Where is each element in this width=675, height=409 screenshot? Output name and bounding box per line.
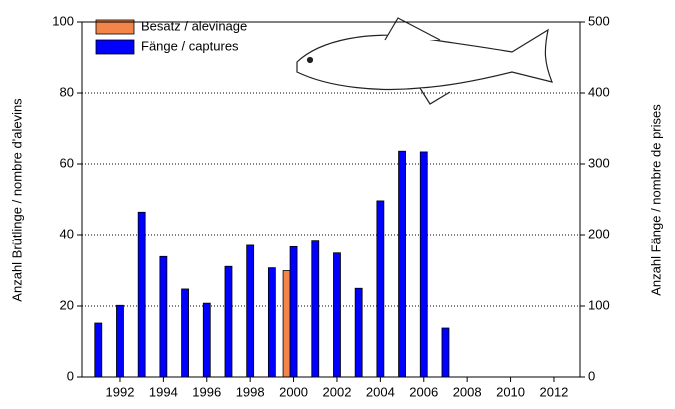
- bar: [94, 322, 103, 378]
- y-axis-label: Anzahl Brütlinge / nombre d'alevins: [9, 98, 24, 302]
- legend-label: Fänge / captures: [141, 38, 239, 53]
- y-tick-label: 100: [52, 13, 74, 28]
- fish-illustration: [296, 17, 553, 105]
- bar: [376, 200, 385, 378]
- y-tick-label: 20: [60, 297, 74, 312]
- bar: [398, 150, 406, 378]
- y-tick-label: 60: [60, 155, 74, 170]
- y2-tick-label: 200: [588, 226, 610, 241]
- y-tick-label: 80: [60, 84, 74, 99]
- y2-tick-label: 0: [588, 368, 595, 383]
- bar: [282, 270, 291, 378]
- x-tick-label: 1996: [192, 384, 221, 399]
- x-tick-label: 2010: [496, 384, 525, 399]
- bar: [137, 211, 146, 378]
- y2-axis-label: Anzahl Fänge / nombre de prises: [648, 104, 663, 296]
- x-tick-label: 2008: [453, 384, 482, 399]
- x-tick-label: 2002: [323, 384, 352, 399]
- x-tick-label: 1992: [106, 384, 135, 399]
- y-tick-label: 40: [60, 226, 74, 241]
- bar: [246, 244, 255, 378]
- y2-tick-label: 500: [588, 13, 610, 28]
- bar: [181, 288, 189, 378]
- bar: [116, 304, 124, 378]
- legend-swatch: [95, 19, 135, 35]
- legend-swatch: [95, 39, 135, 55]
- bar: [202, 302, 211, 378]
- bar: [224, 265, 233, 378]
- y2-tick-label: 400: [588, 84, 610, 99]
- legend-label: Besatz / alevinage: [141, 18, 247, 33]
- x-tick-label: 2000: [279, 384, 308, 399]
- x-tick-label: 1994: [149, 384, 178, 399]
- x-tick-label: 1998: [236, 384, 265, 399]
- bar: [289, 245, 298, 378]
- x-tick-label: 2006: [409, 384, 438, 399]
- bar: [267, 267, 276, 378]
- x-tick-label: 2012: [539, 384, 568, 399]
- y2-tick-label: 300: [588, 155, 610, 170]
- y2-tick-label: 100: [588, 297, 610, 312]
- bar: [311, 240, 320, 378]
- x-tick-label: 2004: [366, 384, 395, 399]
- bar: [354, 287, 363, 378]
- bar: [159, 255, 168, 378]
- bar: [333, 252, 341, 378]
- bar: [419, 151, 428, 378]
- bar: [441, 327, 450, 378]
- y-tick-label: 0: [67, 368, 74, 383]
- plot-frame: [81, 21, 581, 378]
